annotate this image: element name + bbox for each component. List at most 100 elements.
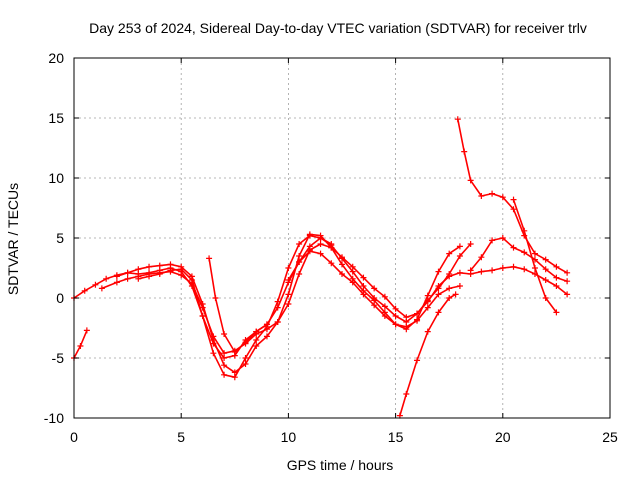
x-tick-label: 0 — [70, 429, 78, 445]
tick-layer: 0 5 10 15 20 25 -10 -5 0 5 10 15 20 — [44, 50, 618, 445]
data-point — [188, 277, 195, 283]
data-point — [542, 295, 549, 301]
series-track-11 — [510, 196, 560, 316]
data-point — [403, 326, 410, 333]
data-point — [371, 285, 378, 292]
data-point — [564, 291, 571, 298]
data-point — [146, 273, 153, 280]
data-point — [478, 193, 485, 199]
series-line — [73, 250, 461, 359]
data-point — [253, 328, 260, 335]
data-point — [414, 316, 421, 323]
data-point — [253, 337, 260, 343]
data-point — [489, 237, 496, 244]
series-layer — [71, 116, 571, 419]
data-point — [542, 277, 549, 283]
x-tick-label: 5 — [177, 429, 185, 445]
data-point — [296, 241, 303, 247]
data-point — [392, 313, 399, 319]
data-point — [403, 391, 410, 397]
x-tick-label: 15 — [388, 429, 404, 445]
data-point — [167, 267, 174, 274]
data-point — [113, 279, 120, 286]
series-line — [456, 118, 568, 274]
data-point — [156, 271, 163, 277]
data-point — [521, 227, 528, 234]
data-point — [253, 343, 260, 349]
data-point — [542, 256, 549, 263]
data-point — [199, 301, 206, 307]
data-point — [435, 309, 442, 316]
data-point — [221, 331, 228, 337]
series-line — [101, 243, 568, 355]
data-point — [221, 371, 228, 378]
data-point — [521, 266, 528, 273]
data-point — [542, 266, 549, 273]
data-point — [83, 327, 90, 334]
data-point — [435, 268, 442, 275]
y-tick-label: 0 — [56, 290, 64, 306]
data-point — [456, 253, 463, 259]
x-tick-label: 25 — [602, 429, 618, 445]
data-point — [424, 328, 431, 335]
data-point — [167, 261, 174, 268]
data-point — [113, 273, 120, 280]
data-point — [92, 281, 99, 288]
data-point — [317, 241, 324, 247]
data-point — [467, 267, 474, 274]
data-point — [456, 269, 463, 276]
data-point — [435, 285, 442, 292]
data-point — [199, 313, 206, 319]
data-point — [452, 291, 459, 298]
data-point — [531, 265, 538, 271]
data-point — [553, 274, 560, 281]
data-point — [124, 275, 131, 282]
data-point — [285, 301, 292, 307]
data-point — [296, 271, 303, 277]
data-point — [521, 249, 528, 256]
data-point — [339, 271, 345, 277]
data-point — [231, 374, 238, 381]
data-point — [489, 190, 496, 197]
data-point — [360, 283, 367, 289]
data-point — [553, 263, 560, 270]
data-point — [146, 263, 153, 270]
series-track-10 — [467, 235, 571, 285]
series-line — [469, 237, 568, 283]
data-point — [510, 244, 517, 251]
data-point — [454, 116, 461, 123]
data-point — [98, 285, 105, 292]
data-point — [242, 355, 249, 361]
data-point — [81, 287, 88, 294]
data-point — [242, 361, 249, 367]
data-point — [553, 283, 560, 289]
data-point — [339, 261, 345, 268]
data-point — [456, 243, 463, 250]
data-point — [274, 319, 281, 325]
data-point — [499, 235, 506, 241]
series-track-4 — [113, 231, 463, 376]
y-tick-label: -5 — [52, 350, 65, 366]
data-point — [489, 267, 496, 274]
data-point — [263, 321, 270, 328]
y-tick-label: 10 — [48, 170, 64, 186]
data-point — [456, 283, 463, 289]
data-point — [467, 177, 474, 184]
chart-title: Day 253 of 2024, Sidereal Day-to-day VTE… — [89, 20, 587, 36]
series-line — [399, 293, 457, 417]
series-track-2 — [71, 248, 463, 361]
data-point — [531, 250, 538, 257]
data-point — [381, 309, 388, 316]
data-point — [446, 285, 453, 292]
data-point — [296, 259, 303, 265]
data-point — [285, 291, 292, 298]
data-point — [274, 298, 281, 305]
data-point — [424, 297, 431, 304]
series-line — [287, 237, 472, 323]
data-point — [435, 291, 442, 298]
data-point — [499, 265, 506, 271]
y-axis-label: SDTVAR / TECUs — [5, 183, 21, 295]
data-point — [564, 278, 571, 285]
data-point — [178, 272, 185, 279]
data-point — [317, 235, 324, 241]
